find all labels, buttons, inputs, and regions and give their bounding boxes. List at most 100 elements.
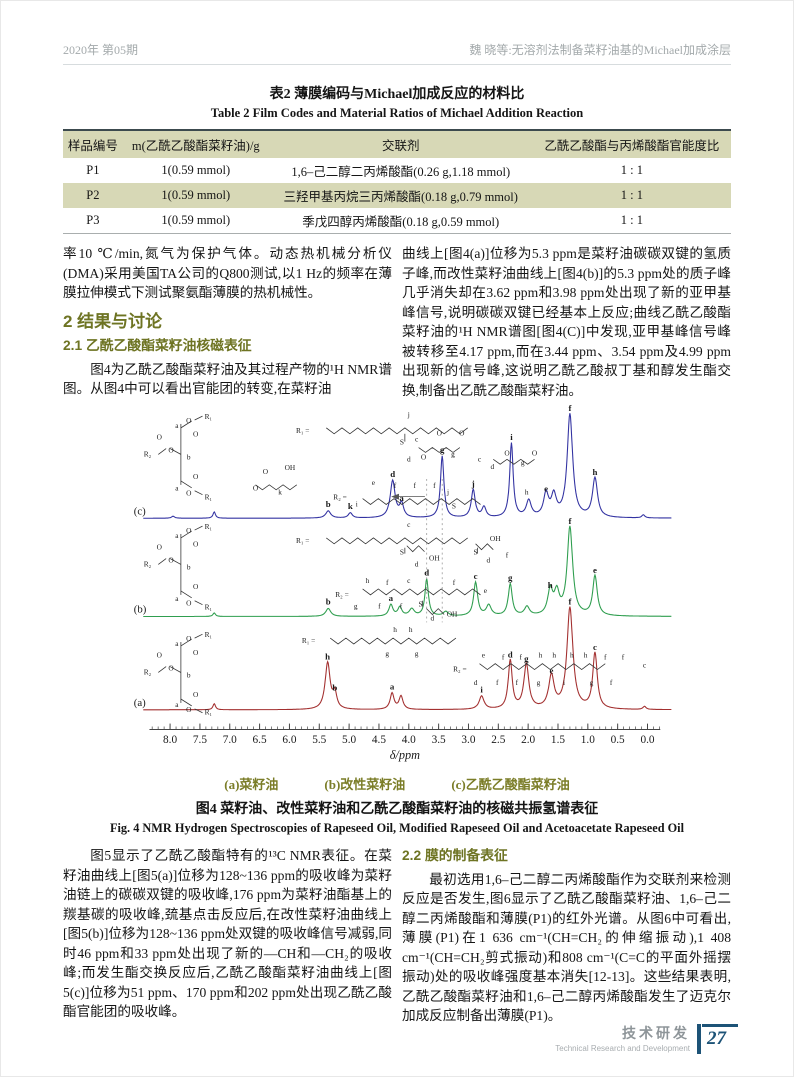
svg-text:R₁: R₁ <box>205 493 213 502</box>
svg-text:5.5: 5.5 <box>312 734 326 746</box>
svg-text:R₂ =: R₂ = <box>335 590 348 599</box>
svg-text:R₁ =: R₁ = <box>296 426 309 435</box>
table-column-header: m(乙酰乙酸酯菜籽油)/g <box>122 130 269 158</box>
svg-text:O: O <box>186 526 192 535</box>
svg-text:3.0: 3.0 <box>461 734 475 746</box>
svg-text:3.5: 3.5 <box>432 734 446 746</box>
svg-text:O: O <box>193 430 199 439</box>
column-right: 曲线上[图4(a)]位移为5.3 ppm是菜籽油碳碳双键的氢质子峰,而改性菜籽油… <box>402 244 731 400</box>
svg-text:f: f <box>520 653 523 662</box>
svg-text:4.5: 4.5 <box>372 734 386 746</box>
table-column-header: 样品编号 <box>63 130 123 158</box>
svg-text:g: g <box>590 678 594 687</box>
svg-text:f: f <box>506 551 509 560</box>
svg-text:O: O <box>193 582 199 591</box>
svg-text:f: f <box>400 602 403 611</box>
svg-text:j: j <box>471 478 475 488</box>
svg-text:h: h <box>593 467 598 477</box>
svg-text:R₂: R₂ <box>144 449 152 458</box>
svg-text:c: c <box>593 642 597 652</box>
svg-text:a: a <box>175 594 179 603</box>
svg-text:δ/ppm: δ/ppm <box>390 748 420 762</box>
section-heading-2: 2 结果与讨论 <box>63 311 163 331</box>
page-number-bar-vertical <box>697 1024 701 1054</box>
svg-text:i: i <box>356 499 358 508</box>
svg-text:h: h <box>525 488 529 497</box>
svg-text:OH: OH <box>285 463 296 472</box>
svg-text:a: a <box>175 421 179 430</box>
svg-text:j: j <box>446 488 449 497</box>
svg-text:R₁ =: R₁ = <box>296 536 309 545</box>
svg-text:i: i <box>480 685 483 695</box>
svg-text:g: g <box>521 458 525 467</box>
svg-text:O: O <box>157 651 163 660</box>
svg-text:O: O <box>504 448 510 457</box>
svg-text:2.5: 2.5 <box>491 734 505 746</box>
svg-text:R₁: R₁ <box>205 630 213 639</box>
column-left-bottom: 图5显示了乙酰乙酸酯特有的¹³C NMR表征。在菜籽油曲线上[图5(a)]位移为… <box>63 846 392 1026</box>
svg-text:R₂: R₂ <box>144 667 152 676</box>
svg-text:2.0: 2.0 <box>521 734 535 746</box>
svg-text:f: f <box>378 602 381 611</box>
svg-text:S: S <box>419 600 423 609</box>
svg-text:h: h <box>325 651 330 661</box>
svg-text:i: i <box>510 432 513 442</box>
svg-text:R₁ =: R₁ = <box>302 636 315 645</box>
table-header: 样品编号 m(乙酰乙酸酯菜籽油)/g 交联剂 乙酰乙酸酯与丙烯酸酯官能度比 <box>63 130 731 158</box>
svg-text:b: b <box>326 597 331 607</box>
svg-text:f: f <box>568 597 572 607</box>
svg-text:6.5: 6.5 <box>253 734 267 746</box>
svg-text:4.0: 4.0 <box>402 734 416 746</box>
header-running-title: 魏 晓等:无溶剂法制备菜籽油基的Michael加成涂层 <box>469 43 731 57</box>
svg-text:g: g <box>451 449 455 458</box>
svg-text:f: f <box>413 481 416 490</box>
paragraph: 图5显示了乙酰乙酸酯特有的¹³C NMR表征。在菜籽油曲线上[图5(a)]位移为… <box>63 848 392 1019</box>
svg-text:O: O <box>193 540 199 549</box>
paragraph: 最初选用1,6–己二醇二丙烯酸酯作为交联剂来检测反应是否发生,图6显示了乙酰乙酸… <box>402 871 731 1024</box>
page-number-box: 27 <box>697 1023 739 1057</box>
svg-text:R₁: R₁ <box>205 603 213 612</box>
svg-text:f: f <box>496 678 499 687</box>
table-title-zh: 表2 薄膜编码与Michael加成反应的材料比 <box>269 87 525 102</box>
svg-text:c: c <box>407 520 411 529</box>
materials-table: 样品编号 m(乙酰乙酸酯菜籽油)/g 交联剂 乙酰乙酸酯与丙烯酸酯官能度比 P1 1(0… <box>63 129 731 234</box>
svg-text:O: O <box>459 429 465 438</box>
svg-text:a: a <box>175 639 179 648</box>
body-columns-top: 率10 ℃/min,氮气为保护气体。动态热机械分析仪(DMA)采用美国TA公司的… <box>63 244 731 400</box>
svg-text:O: O <box>168 555 174 564</box>
svg-text:h: h <box>366 576 370 585</box>
svg-text:e: e <box>482 651 486 660</box>
svg-text:7.5: 7.5 <box>193 734 207 746</box>
svg-text:e: e <box>372 478 376 487</box>
svg-text:h: h <box>552 651 556 660</box>
svg-text:O: O <box>157 543 163 552</box>
page-number: 27 <box>707 1028 726 1049</box>
svg-text:f: f <box>502 653 505 662</box>
svg-text:O: O <box>168 664 174 673</box>
svg-text:(b): (b) <box>134 604 147 616</box>
svg-text:OH: OH <box>490 534 501 543</box>
svg-text:k: k <box>348 501 353 511</box>
svg-text:c: c <box>415 435 419 444</box>
svg-text:O: O <box>186 634 192 643</box>
svg-text:a: a <box>175 531 179 540</box>
svg-text:(c): (c) <box>134 505 146 517</box>
svg-text:f: f <box>610 678 613 687</box>
figure-legend-item: (c)乙酰乙酸酯菜籽油 <box>451 777 570 792</box>
svg-text:h: h <box>393 625 397 634</box>
svg-text:O: O <box>263 467 269 476</box>
svg-text:a: a <box>175 700 179 709</box>
svg-text:h: h <box>409 625 413 634</box>
paragraph: 率10 ℃/min,氮气为保护气体。动态热机械分析仪(DMA)采用美国TA公司的… <box>63 246 392 300</box>
svg-text:a: a <box>389 593 394 603</box>
svg-text:f: f <box>568 403 572 413</box>
svg-text:g: g <box>354 602 358 611</box>
svg-text:d: d <box>474 678 478 687</box>
svg-text:c: c <box>643 661 647 670</box>
svg-text:f: f <box>568 516 572 526</box>
svg-text:O: O <box>186 599 192 608</box>
table-title-en: Table 2 Film Codes and Material Ratios o… <box>210 106 584 120</box>
svg-text:R₂ =: R₂ = <box>333 493 346 502</box>
svg-text:a: a <box>175 484 179 493</box>
